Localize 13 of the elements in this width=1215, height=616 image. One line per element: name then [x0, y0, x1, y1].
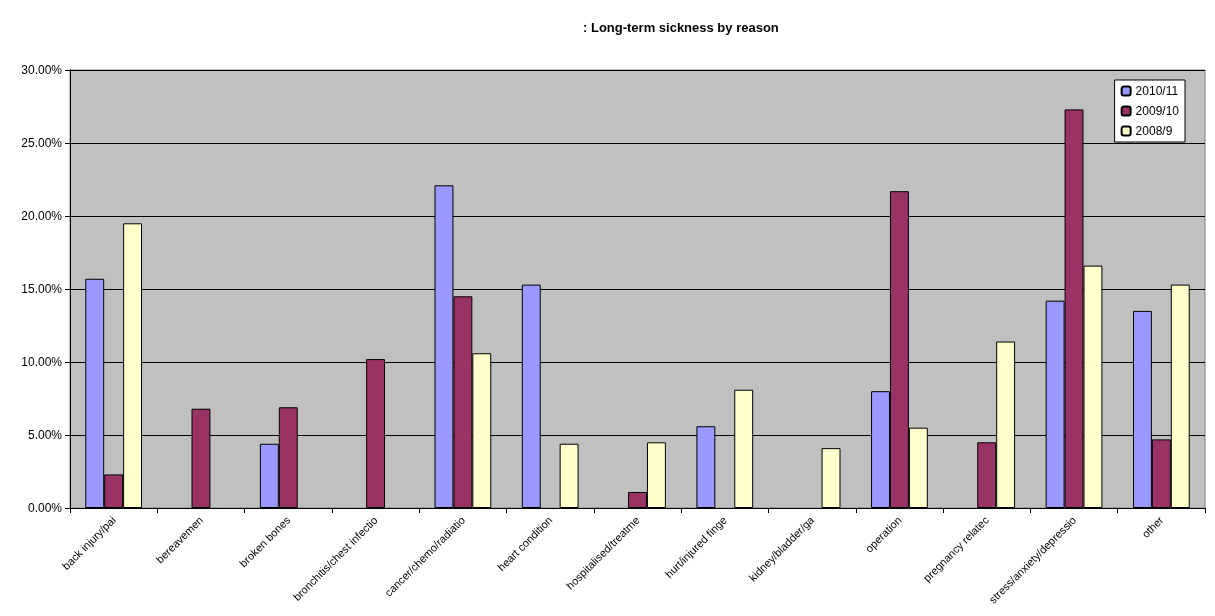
y-tick-label: 15.00%: [21, 282, 63, 296]
legend-label: 2009/10: [1135, 104, 1180, 118]
legend-label: 2008/9: [1135, 124, 1173, 138]
legend-label: 2010/11: [1135, 84, 1179, 98]
bar: [559, 443, 579, 508]
y-tick-label: 25.00%: [21, 136, 63, 150]
bar: [821, 448, 841, 508]
y-tick-label: 0.00%: [27, 501, 63, 515]
y-tick-label: 20.00%: [21, 209, 63, 223]
y-tick-label: 10.00%: [21, 355, 63, 369]
y-tick-label: 5.00%: [27, 428, 63, 442]
chart-title: : Long-term sickness by reason: [583, 20, 779, 35]
y-tick-label: 30.00%: [21, 63, 63, 77]
